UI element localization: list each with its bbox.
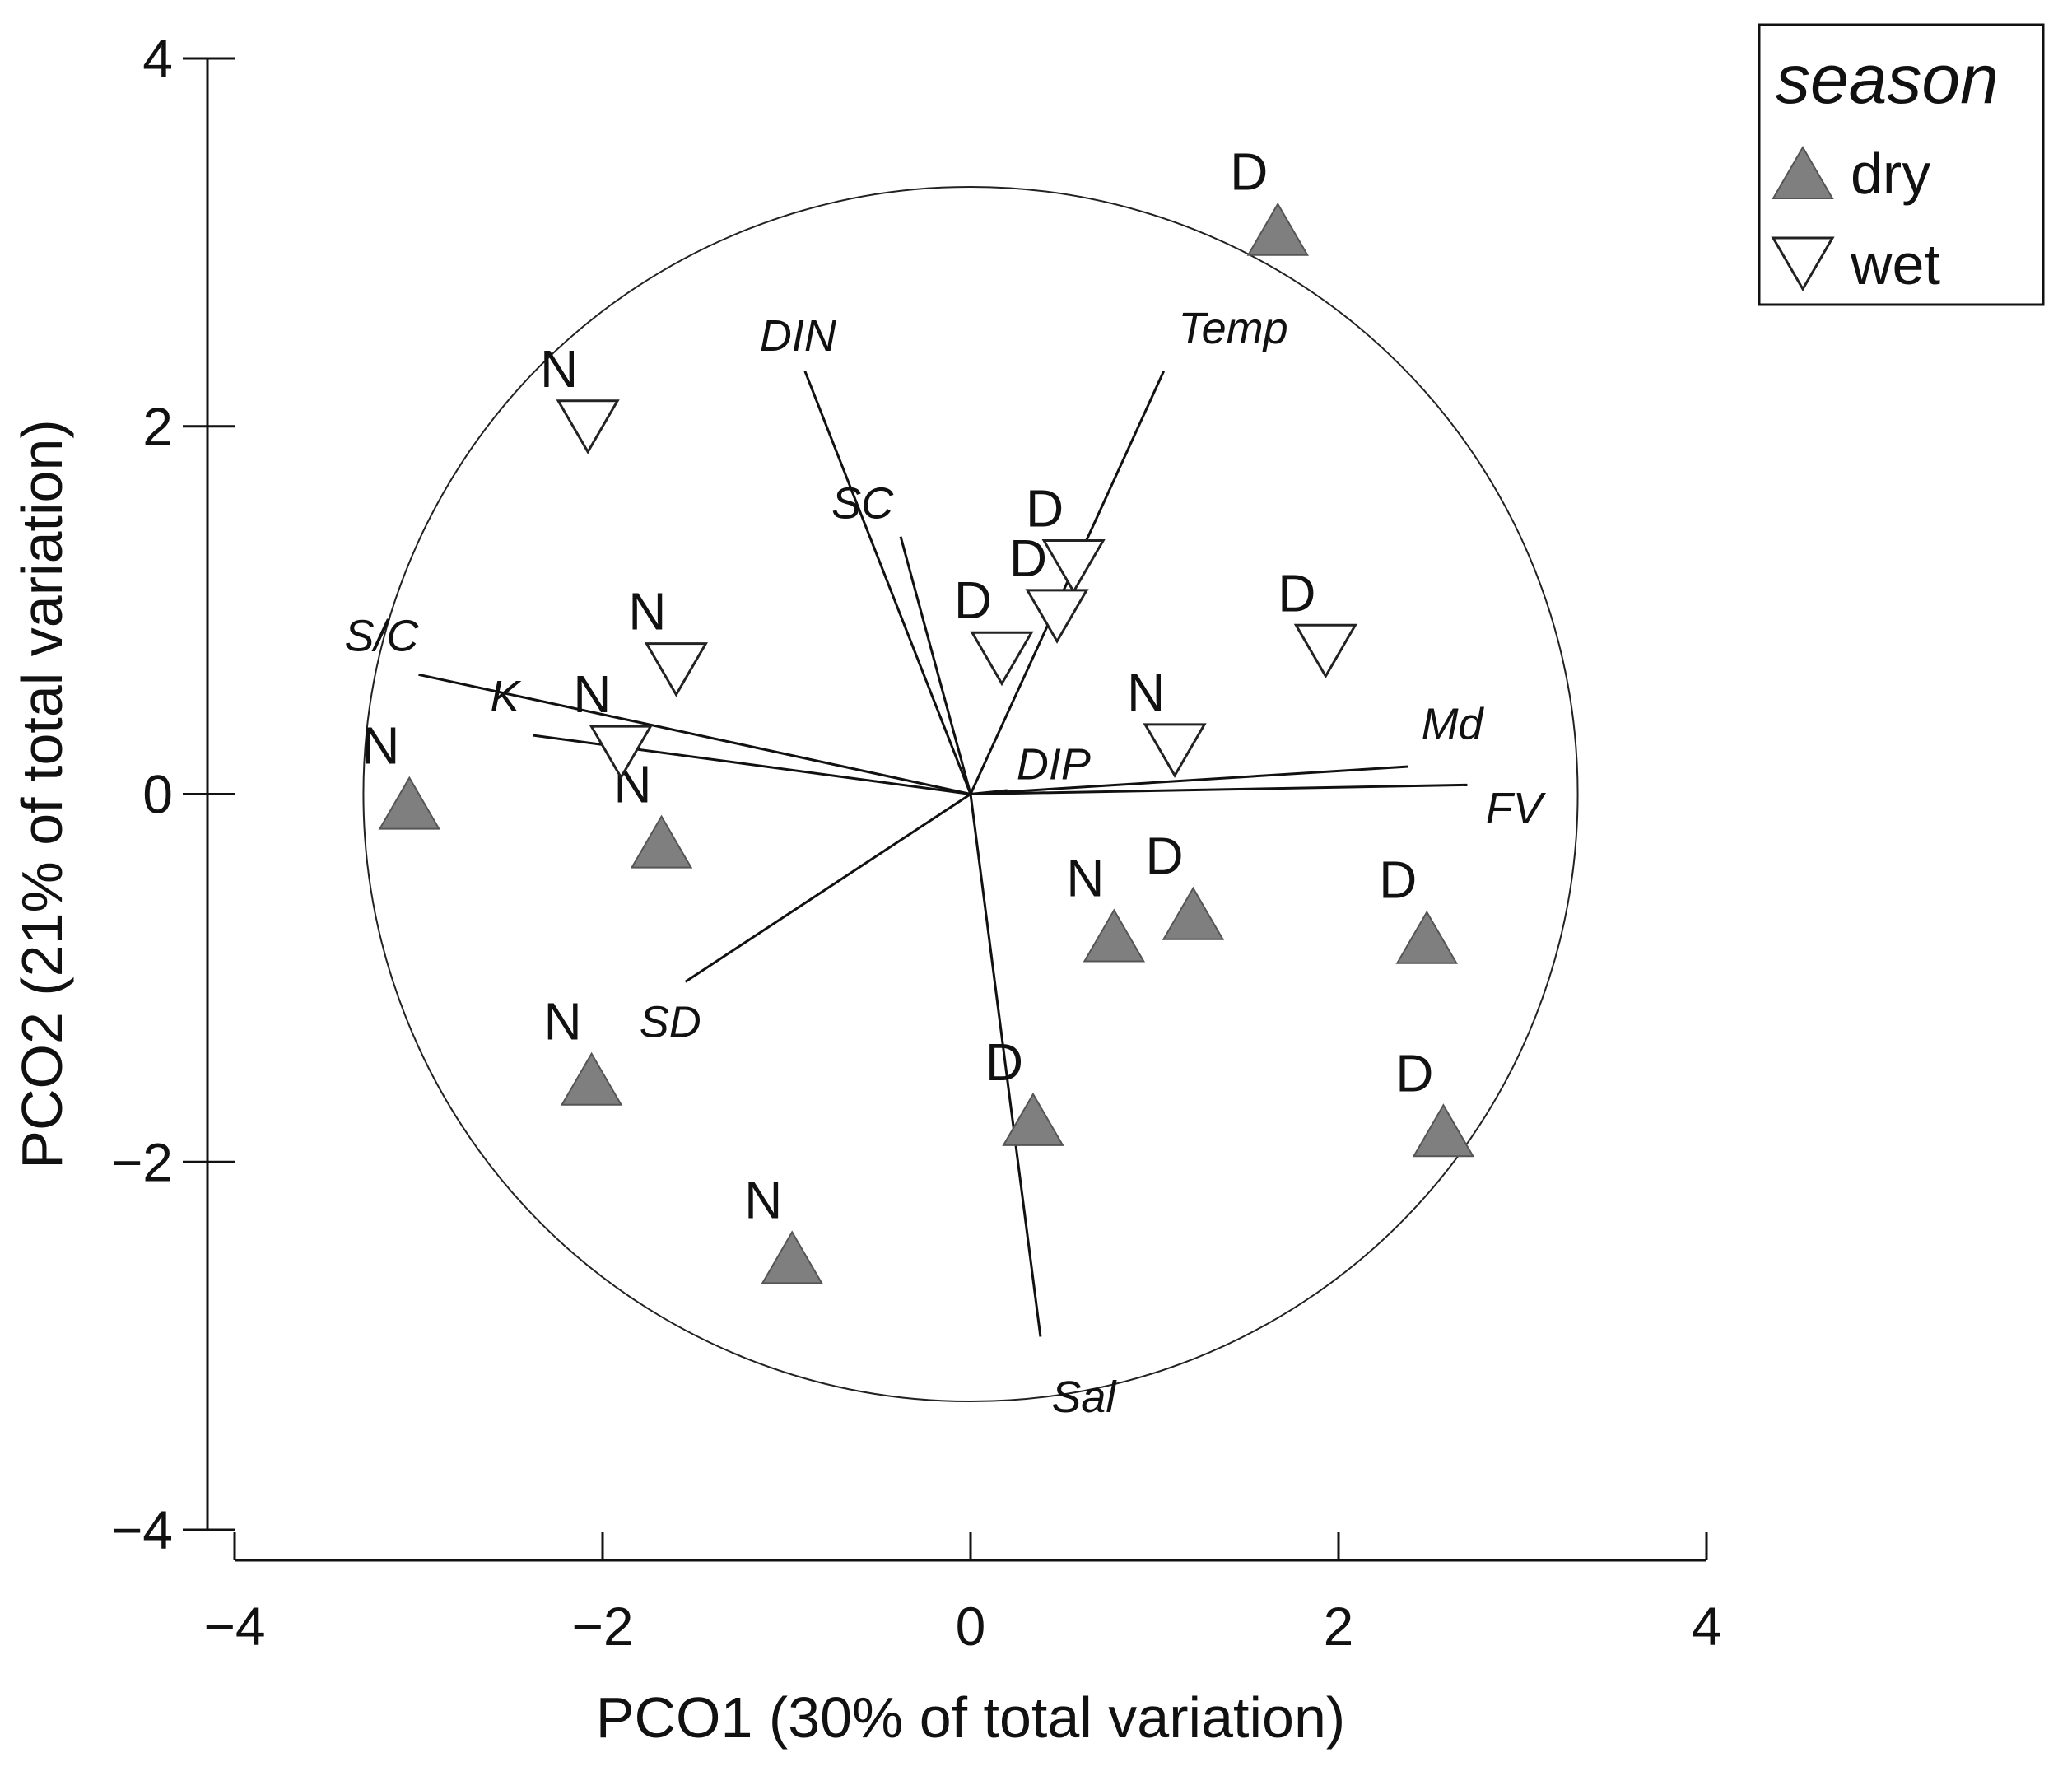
point-label: D [1009,529,1047,588]
vector-line-fv [970,783,1468,795]
point-wet [1143,723,1207,778]
vector-line-sal [969,794,1042,1337]
point-label: D [1026,479,1064,538]
legend-marker-dry [1772,146,1834,199]
x-tick-label: 0 [956,1596,986,1657]
vector-line-md [970,765,1409,795]
legend-entries: dry wet [1771,142,1940,296]
point-label: N [573,664,611,724]
legend-title: season [1776,40,1999,118]
vector-line-sd [684,793,971,983]
point-wet [970,631,1034,687]
point-label: N [540,339,578,399]
point-wet [1293,623,1357,679]
point-label: N [543,992,581,1051]
vector-label-sc: SC [831,478,894,528]
point-label: N [628,582,666,641]
point-dry [1395,910,1459,964]
point-dry [1246,202,1309,256]
vector-line-sc [418,673,971,795]
point-label: D [954,571,992,630]
x-tick-label: 4 [1692,1596,1722,1657]
x-tick-label: −4 [203,1596,265,1657]
point-label: D [1145,827,1183,886]
point-label: N [744,1170,782,1229]
point-dry [1162,886,1225,940]
legend-marker-wet [1771,236,1835,291]
point-label: N [1127,663,1165,722]
point-wet [589,725,653,781]
point-label: N [1066,848,1104,907]
y-axis: −4 −2 0 2 4 PCO2 (21% of total variation) [10,28,235,1560]
vector-label-md: Md [1422,699,1485,748]
vector-label-sd: SD [640,997,701,1046]
point-wet [644,642,709,697]
y-tick-label: −2 [111,1131,173,1192]
point-wet [1025,589,1089,644]
x-axis-title: PCO1 (30% of total variation) [596,1685,1345,1750]
point-dry [1412,1103,1475,1158]
y-ticks: −4 −2 0 2 4 [111,28,235,1560]
y-tick-label: 4 [142,28,173,89]
x-tick-label: −2 [571,1596,633,1657]
vector-label-din: DIN [760,311,837,361]
correlation-circle [362,185,1579,1403]
point-wet [556,399,620,454]
x-ticks: −4 −2 0 2 4 [203,1532,1721,1657]
point-dry [1083,908,1146,963]
point-label: N [361,716,399,776]
vector-line-k [532,734,971,795]
legend-label-dry: dry [1851,142,1930,206]
vector-label-fv: FV [1486,784,1547,833]
vector-label-dip: DIP [1017,740,1091,790]
y-axis-title: PCO2 (21% of total variation) [10,419,74,1168]
vector-label-temp: Temp [1179,304,1288,353]
point-label: D [1379,851,1417,910]
vector-line-sc [899,536,972,795]
vector-label-sal: Sal [1051,1373,1117,1422]
legend-label-wet: wet [1850,232,1940,296]
point-dry [1002,1092,1064,1146]
vector-label-sc: S/C [344,611,419,660]
point-dry [761,1230,823,1284]
point-label: D [985,1033,1023,1092]
point-label: D [1278,563,1315,622]
legend: season dry wet [1758,23,2045,306]
vector-label-k: K [490,672,521,721]
x-axis: −4 −2 0 2 4 PCO1 (30% of total variation) [203,1532,1721,1750]
vector-line-din [803,371,972,795]
y-tick-label: 2 [142,396,173,457]
point-dry [560,1051,623,1106]
x-tick-label: 2 [1324,1596,1354,1657]
point-label: D [1230,142,1268,202]
point-dry [378,776,441,830]
point-label: D [1395,1043,1433,1102]
y-tick-label: 0 [142,764,173,825]
point-dry [630,814,693,869]
y-tick-label: −4 [111,1499,173,1560]
point-wet [1041,539,1106,594]
